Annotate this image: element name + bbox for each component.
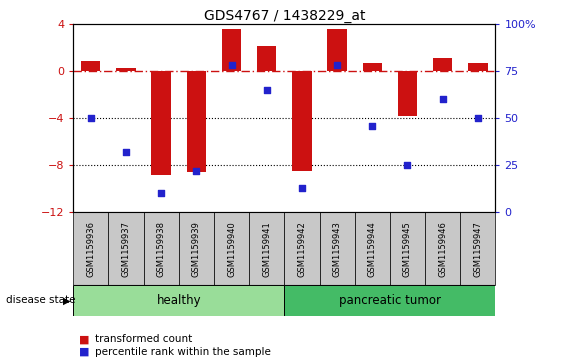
- Bar: [257, 46, 276, 71]
- Bar: [461, 212, 495, 285]
- Text: ■: ■: [79, 334, 90, 344]
- Bar: [363, 62, 382, 71]
- Bar: [222, 29, 241, 71]
- Bar: [433, 58, 452, 71]
- Bar: [249, 212, 284, 285]
- Text: ■: ■: [79, 347, 90, 357]
- Text: GSM1159939: GSM1159939: [192, 221, 201, 277]
- Bar: [151, 71, 171, 175]
- Point: [333, 62, 342, 68]
- Text: GSM1159938: GSM1159938: [157, 221, 166, 277]
- Title: GDS4767 / 1438229_at: GDS4767 / 1438229_at: [204, 9, 365, 23]
- Bar: [328, 29, 347, 71]
- Text: GSM1159944: GSM1159944: [368, 221, 377, 277]
- Point: [403, 162, 412, 168]
- Point: [368, 123, 377, 129]
- Text: percentile rank within the sample: percentile rank within the sample: [95, 347, 270, 357]
- Text: GSM1159937: GSM1159937: [122, 221, 131, 277]
- Text: GSM1159942: GSM1159942: [297, 221, 306, 277]
- Text: GSM1159947: GSM1159947: [473, 221, 482, 277]
- Text: healthy: healthy: [157, 294, 201, 307]
- Text: GSM1159941: GSM1159941: [262, 221, 271, 277]
- Text: pancreatic tumor: pancreatic tumor: [339, 294, 441, 307]
- Point: [297, 185, 306, 191]
- Bar: [398, 71, 417, 115]
- Text: GSM1159946: GSM1159946: [438, 221, 447, 277]
- Bar: [214, 212, 249, 285]
- Bar: [320, 212, 355, 285]
- Bar: [284, 285, 495, 316]
- Bar: [425, 212, 461, 285]
- Bar: [292, 71, 311, 171]
- Bar: [284, 212, 320, 285]
- Text: ▶: ▶: [63, 295, 70, 305]
- Bar: [390, 212, 425, 285]
- Text: GSM1159940: GSM1159940: [227, 221, 236, 277]
- Bar: [144, 212, 179, 285]
- Bar: [187, 71, 206, 172]
- Text: transformed count: transformed count: [95, 334, 192, 344]
- Bar: [73, 212, 108, 285]
- Text: disease state: disease state: [6, 295, 75, 305]
- Bar: [81, 61, 100, 71]
- Point: [473, 115, 482, 121]
- Bar: [117, 68, 136, 71]
- Text: GSM1159943: GSM1159943: [333, 221, 342, 277]
- Text: GSM1159945: GSM1159945: [403, 221, 412, 277]
- Bar: [355, 212, 390, 285]
- Text: GSM1159936: GSM1159936: [86, 221, 95, 277]
- Point: [262, 87, 271, 93]
- Bar: [73, 285, 284, 316]
- Point: [192, 168, 201, 174]
- Bar: [468, 62, 488, 71]
- Point: [122, 149, 131, 155]
- Point: [157, 191, 166, 196]
- Point: [438, 96, 447, 102]
- Point: [227, 62, 236, 68]
- Bar: [108, 212, 144, 285]
- Point: [86, 115, 95, 121]
- Bar: [179, 212, 214, 285]
